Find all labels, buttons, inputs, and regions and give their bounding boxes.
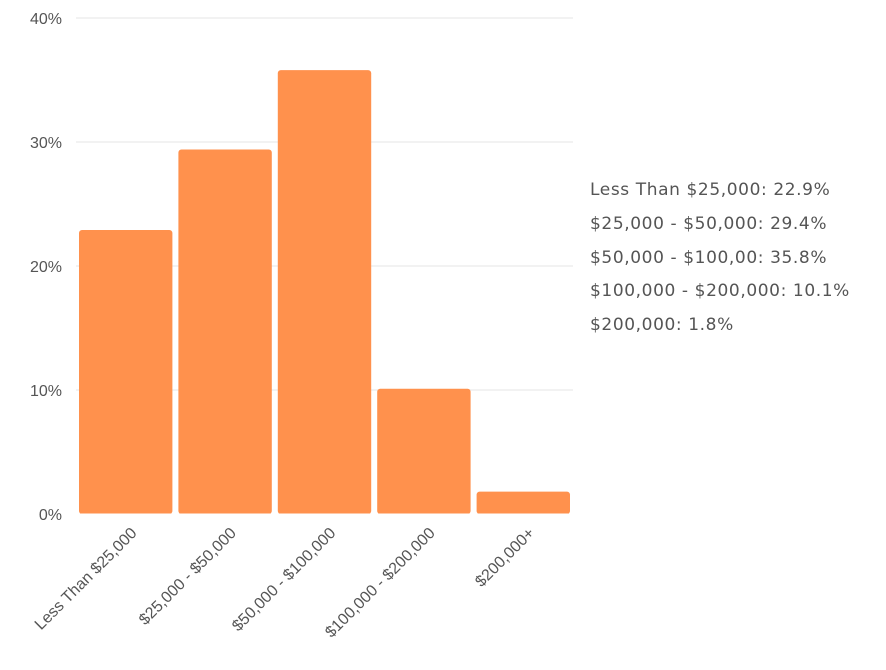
legend-item: $200,000: 1.8% — [590, 315, 734, 336]
y-tick-label: 20% — [30, 259, 62, 276]
y-axis-ticks: 0% 10% 20% 30% 40% — [30, 11, 62, 524]
y-tick-label: 0% — [39, 507, 62, 524]
x-tick-label: $100,000 - $200,000 — [322, 525, 439, 642]
legend-item: $25,000 - $50,000: 29.4% — [590, 213, 828, 234]
bar — [476, 491, 570, 514]
bar — [79, 230, 173, 515]
bar — [277, 70, 372, 514]
y-tick-label: 30% — [30, 135, 62, 152]
y-tick-label: 40% — [30, 11, 62, 28]
legend-item: $50,000 - $100,00: 35.8% — [590, 247, 828, 268]
bar — [178, 149, 272, 514]
bars — [79, 70, 570, 515]
legend-item: Less Than $25,000: 22.9% — [590, 180, 831, 200]
x-tick-label: $50,000 - $100,000 — [229, 525, 339, 635]
bar — [377, 388, 471, 514]
x-axis-ticks: Less Than $25,000$25,000 - $50,000$50,00… — [32, 525, 538, 642]
value-legend: Less Than $25,000: 22.9% $25,000 - $50,0… — [590, 176, 850, 345]
x-tick-label: $25,000 - $50,000 — [136, 525, 240, 629]
x-tick-label: Less Than $25,000 — [32, 525, 141, 634]
x-tick-label: $200,000+ — [472, 525, 538, 591]
y-tick-label: 10% — [30, 383, 62, 400]
legend-item: $100,000 - $200,000: 10.1% — [590, 281, 850, 302]
